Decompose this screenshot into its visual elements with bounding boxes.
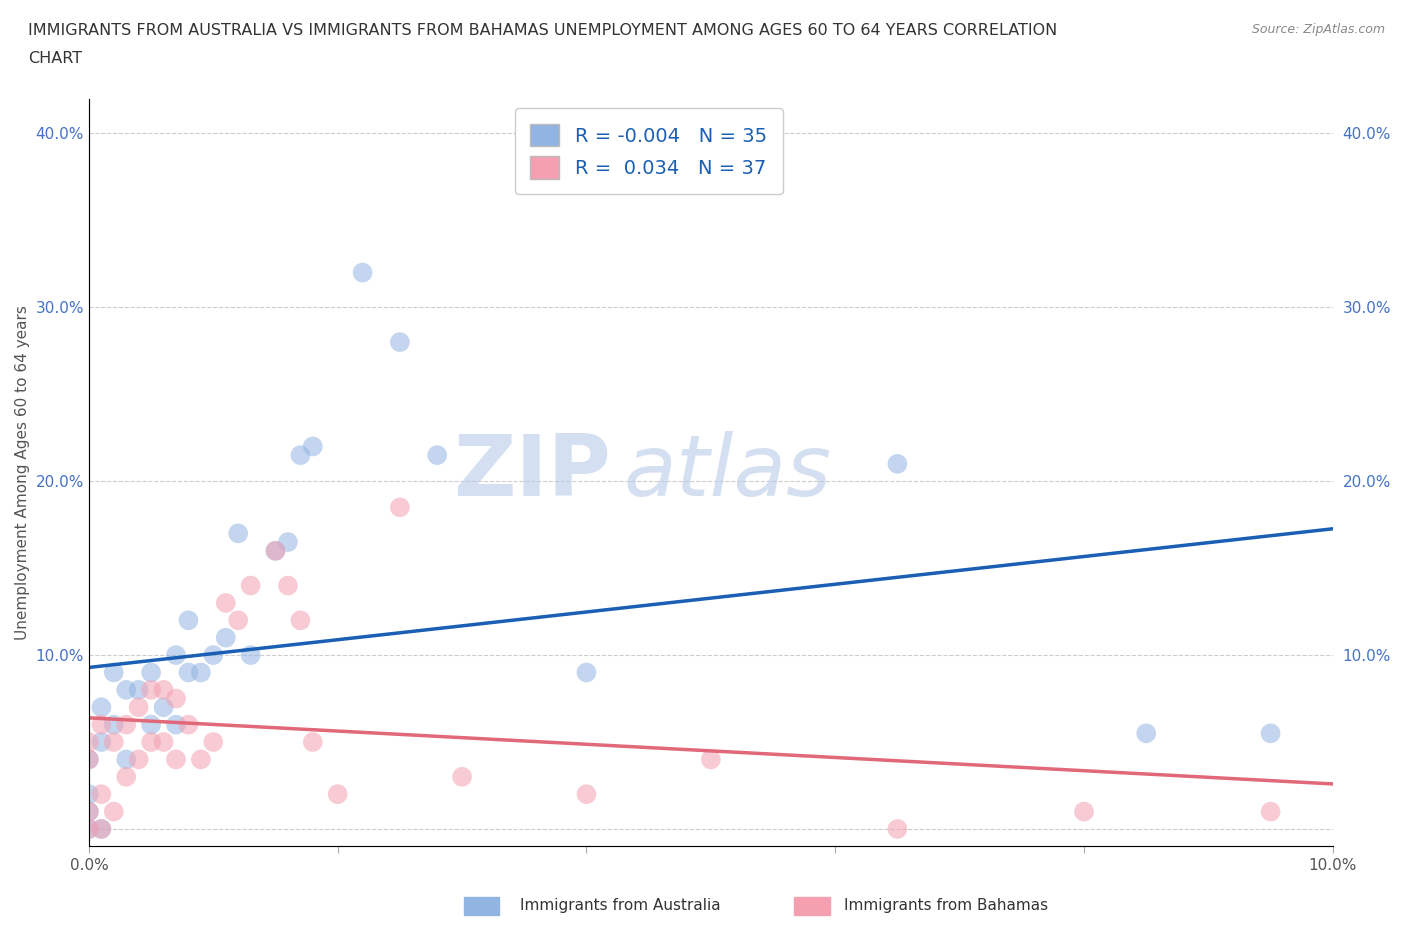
Y-axis label: Unemployment Among Ages 60 to 64 years: Unemployment Among Ages 60 to 64 years <box>15 305 30 640</box>
Text: CHART: CHART <box>28 51 82 66</box>
Point <box>152 699 174 714</box>
Point <box>165 752 187 767</box>
Point <box>1073 804 1095 819</box>
Point <box>77 735 100 750</box>
Point <box>139 665 162 680</box>
Point <box>264 543 287 558</box>
Point <box>1260 726 1282 741</box>
Point <box>77 752 100 767</box>
Point <box>128 752 150 767</box>
Point <box>202 735 225 750</box>
Point <box>177 613 200 628</box>
Point <box>700 752 723 767</box>
Point <box>90 821 112 836</box>
Point <box>886 821 908 836</box>
Point <box>115 752 138 767</box>
Point <box>301 735 323 750</box>
Point <box>388 335 411 350</box>
Point <box>177 717 200 732</box>
Point <box>115 769 138 784</box>
Point <box>90 717 112 732</box>
Point <box>290 613 312 628</box>
Point <box>165 717 187 732</box>
Point <box>226 526 249 541</box>
Point <box>77 752 100 767</box>
Point <box>139 683 162 698</box>
Point <box>90 735 112 750</box>
Point <box>1260 804 1282 819</box>
Point <box>139 717 162 732</box>
Point <box>575 787 598 802</box>
Text: ZIP: ZIP <box>454 431 612 514</box>
Point <box>128 699 150 714</box>
Point <box>77 804 100 819</box>
Point <box>90 787 112 802</box>
Point <box>575 665 598 680</box>
Point <box>277 535 299 550</box>
Point <box>388 499 411 514</box>
Point <box>886 457 908 472</box>
Point <box>115 717 138 732</box>
Point <box>215 631 238 645</box>
Point <box>103 665 125 680</box>
Point <box>215 595 238 610</box>
Point <box>1135 726 1157 741</box>
Point <box>352 265 374 280</box>
Point <box>139 735 162 750</box>
Text: atlas: atlas <box>624 431 832 514</box>
Point <box>77 804 100 819</box>
Text: Source: ZipAtlas.com: Source: ZipAtlas.com <box>1251 23 1385 36</box>
Point <box>190 752 212 767</box>
Text: Immigrants from Bahamas: Immigrants from Bahamas <box>844 898 1047 913</box>
Point <box>451 769 474 784</box>
Point <box>165 691 187 706</box>
Point <box>103 735 125 750</box>
Point <box>239 647 262 662</box>
Point <box>103 804 125 819</box>
Text: IMMIGRANTS FROM AUSTRALIA VS IMMIGRANTS FROM BAHAMAS UNEMPLOYMENT AMONG AGES 60 : IMMIGRANTS FROM AUSTRALIA VS IMMIGRANTS … <box>28 23 1057 38</box>
Point <box>290 447 312 462</box>
Point <box>264 543 287 558</box>
Point <box>239 578 262 593</box>
Point <box>152 683 174 698</box>
Point <box>103 717 125 732</box>
Point <box>226 613 249 628</box>
Point <box>115 683 138 698</box>
Point <box>77 821 100 836</box>
Point <box>177 665 200 680</box>
Point <box>77 787 100 802</box>
Point <box>277 578 299 593</box>
Legend: R = -0.004   N = 35, R =  0.034   N = 37: R = -0.004 N = 35, R = 0.034 N = 37 <box>515 109 783 194</box>
Point <box>165 647 187 662</box>
Point <box>128 683 150 698</box>
Point <box>77 821 100 836</box>
Point <box>90 821 112 836</box>
Point <box>301 439 323 454</box>
Point <box>152 735 174 750</box>
Point <box>190 665 212 680</box>
Point <box>202 647 225 662</box>
Point <box>326 787 349 802</box>
Text: Immigrants from Australia: Immigrants from Australia <box>520 898 721 913</box>
Point <box>426 447 449 462</box>
Point <box>90 699 112 714</box>
